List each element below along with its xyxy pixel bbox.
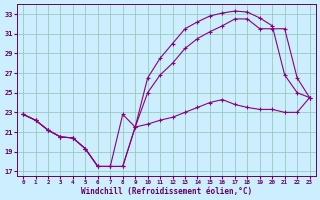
- X-axis label: Windchill (Refroidissement éolien,°C): Windchill (Refroidissement éolien,°C): [81, 187, 252, 196]
